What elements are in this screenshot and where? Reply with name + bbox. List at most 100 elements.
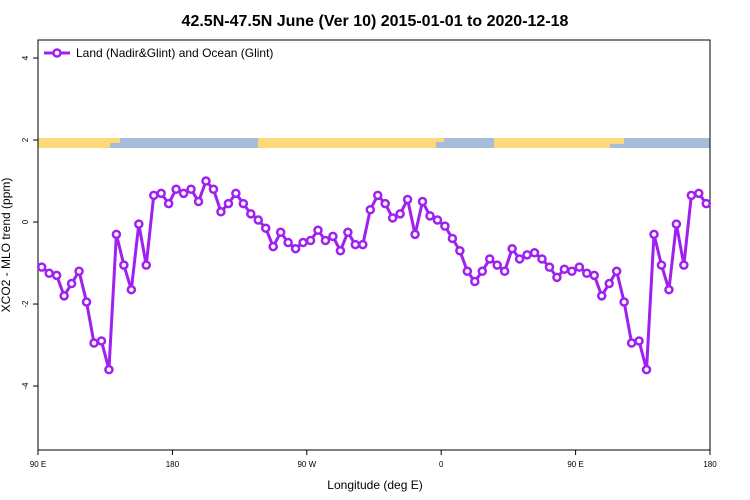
data-point bbox=[365, 204, 376, 215]
data-point bbox=[44, 268, 54, 279]
data-point bbox=[410, 229, 420, 240]
data-point bbox=[694, 188, 704, 199]
data-point bbox=[171, 184, 181, 194]
data-point bbox=[305, 235, 316, 246]
x-tick-label: 90 E bbox=[567, 460, 583, 469]
map-strip bbox=[38, 138, 710, 148]
data-point bbox=[664, 284, 674, 295]
data-point bbox=[328, 231, 338, 242]
data-point bbox=[148, 190, 159, 201]
data-point bbox=[246, 209, 256, 219]
data-point bbox=[484, 254, 495, 264]
data-point bbox=[89, 338, 99, 348]
data-point bbox=[462, 266, 473, 276]
data-point bbox=[343, 227, 353, 238]
data-point bbox=[402, 194, 413, 205]
data-point bbox=[626, 338, 637, 348]
x-tick-label: 180 bbox=[166, 460, 180, 469]
data-point bbox=[611, 266, 622, 276]
data-point bbox=[372, 190, 383, 201]
data-point bbox=[253, 215, 264, 225]
data-point bbox=[238, 198, 249, 209]
data-point bbox=[193, 196, 204, 207]
data-point bbox=[186, 184, 196, 194]
y-tick-label: -2 bbox=[21, 300, 30, 308]
x-tick-label: 180 bbox=[703, 460, 717, 469]
data-point bbox=[395, 209, 405, 219]
data-point bbox=[440, 221, 450, 231]
data-point bbox=[156, 188, 166, 199]
data-point bbox=[51, 270, 62, 281]
data-point bbox=[313, 225, 323, 235]
data-point bbox=[81, 297, 92, 307]
legend-marker bbox=[52, 48, 62, 58]
legend-label: Land (Nadir&Glint) and Ocean (Glint) bbox=[76, 46, 273, 60]
data-point bbox=[119, 260, 129, 270]
data-point bbox=[447, 233, 458, 244]
y-tick-label: 2 bbox=[21, 137, 30, 142]
y-tick-label: -4 bbox=[21, 382, 30, 390]
data-point bbox=[634, 336, 644, 346]
data-point bbox=[529, 248, 540, 258]
data-point bbox=[537, 254, 547, 264]
data-point bbox=[358, 239, 368, 250]
data-point bbox=[104, 364, 114, 375]
data-point bbox=[641, 364, 652, 375]
data-point bbox=[679, 260, 689, 270]
data-point bbox=[544, 262, 555, 272]
data-point bbox=[163, 198, 174, 209]
data-point bbox=[522, 250, 532, 260]
data-point bbox=[74, 266, 84, 276]
chart-title: 42.5N-47.5N June (Ver 10) 2015-01-01 to … bbox=[182, 13, 569, 30]
data-point bbox=[36, 262, 47, 272]
data-point bbox=[111, 229, 122, 240]
data-point bbox=[290, 243, 301, 254]
data-point bbox=[604, 278, 614, 289]
data-point bbox=[470, 276, 480, 287]
data-point bbox=[425, 211, 435, 221]
data-point bbox=[499, 266, 510, 276]
data-point bbox=[574, 262, 585, 272]
data-point bbox=[492, 260, 502, 270]
plot-frame bbox=[37, 39, 711, 451]
x-tick-label: 90 E bbox=[30, 460, 46, 469]
data-point bbox=[275, 227, 286, 238]
data-point bbox=[134, 219, 144, 229]
data-point bbox=[417, 196, 428, 207]
x-tick-label: 90 W bbox=[297, 460, 316, 469]
data-point bbox=[216, 207, 226, 217]
data-point bbox=[582, 268, 592, 279]
data-point bbox=[66, 278, 77, 289]
data-point bbox=[268, 241, 278, 252]
data-point bbox=[387, 213, 398, 223]
x-axis-label: Longitude (deg E) bbox=[327, 478, 422, 492]
data-point bbox=[335, 245, 346, 256]
data-point bbox=[455, 245, 465, 256]
data-point bbox=[380, 198, 390, 209]
y-tick-label: 0 bbox=[21, 219, 30, 224]
data-point bbox=[231, 188, 241, 199]
data-point bbox=[260, 223, 271, 233]
data-point bbox=[432, 215, 443, 225]
data-point bbox=[223, 198, 234, 209]
data-point bbox=[507, 243, 517, 254]
data-point bbox=[701, 198, 712, 209]
y-tick-label: 4 bbox=[21, 55, 30, 60]
data-point bbox=[208, 184, 219, 194]
data-point bbox=[514, 254, 525, 264]
data-point bbox=[298, 237, 308, 248]
data-point bbox=[96, 336, 107, 346]
data-point bbox=[552, 272, 562, 283]
data-point bbox=[477, 266, 488, 276]
data-point bbox=[596, 291, 607, 301]
data-point bbox=[686, 190, 697, 201]
data-point bbox=[59, 291, 69, 301]
data-point bbox=[567, 266, 577, 276]
data-point bbox=[126, 284, 137, 295]
data-point bbox=[589, 270, 600, 281]
data-point bbox=[619, 297, 629, 307]
x-tick-label: 0 bbox=[439, 460, 444, 469]
data-point bbox=[649, 229, 659, 240]
data-point bbox=[283, 237, 293, 248]
